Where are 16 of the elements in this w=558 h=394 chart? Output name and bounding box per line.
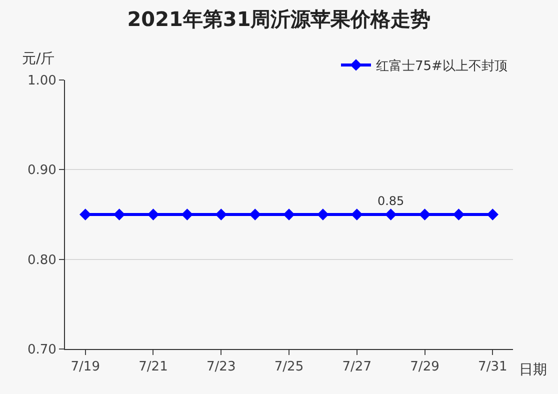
y-axis-title: 元/斤 bbox=[22, 51, 55, 67]
legend-label: 红富士75#以上不封顶 bbox=[376, 58, 508, 74]
y-tick-label: 0.70 bbox=[27, 342, 56, 358]
x-tick-label: 7/27 bbox=[342, 360, 372, 375]
x-axis-title: 日期 bbox=[519, 362, 547, 378]
x-tick-label: 7/29 bbox=[410, 360, 440, 375]
y-tick-label: 0.80 bbox=[27, 252, 56, 268]
data-label: 0.85 bbox=[377, 194, 404, 208]
y-tick-label: 1.00 bbox=[27, 74, 56, 89]
x-tick-label: 7/23 bbox=[206, 360, 236, 375]
chart-title: 2021年第31周沂源苹果价格走势 bbox=[127, 6, 431, 31]
x-tick-label: 7/25 bbox=[274, 360, 304, 375]
x-tick-label: 7/19 bbox=[70, 360, 100, 375]
y-tick-label: 0.90 bbox=[27, 163, 56, 178]
x-tick-label: 7/21 bbox=[138, 360, 168, 375]
x-tick-label: 7/31 bbox=[478, 360, 508, 375]
